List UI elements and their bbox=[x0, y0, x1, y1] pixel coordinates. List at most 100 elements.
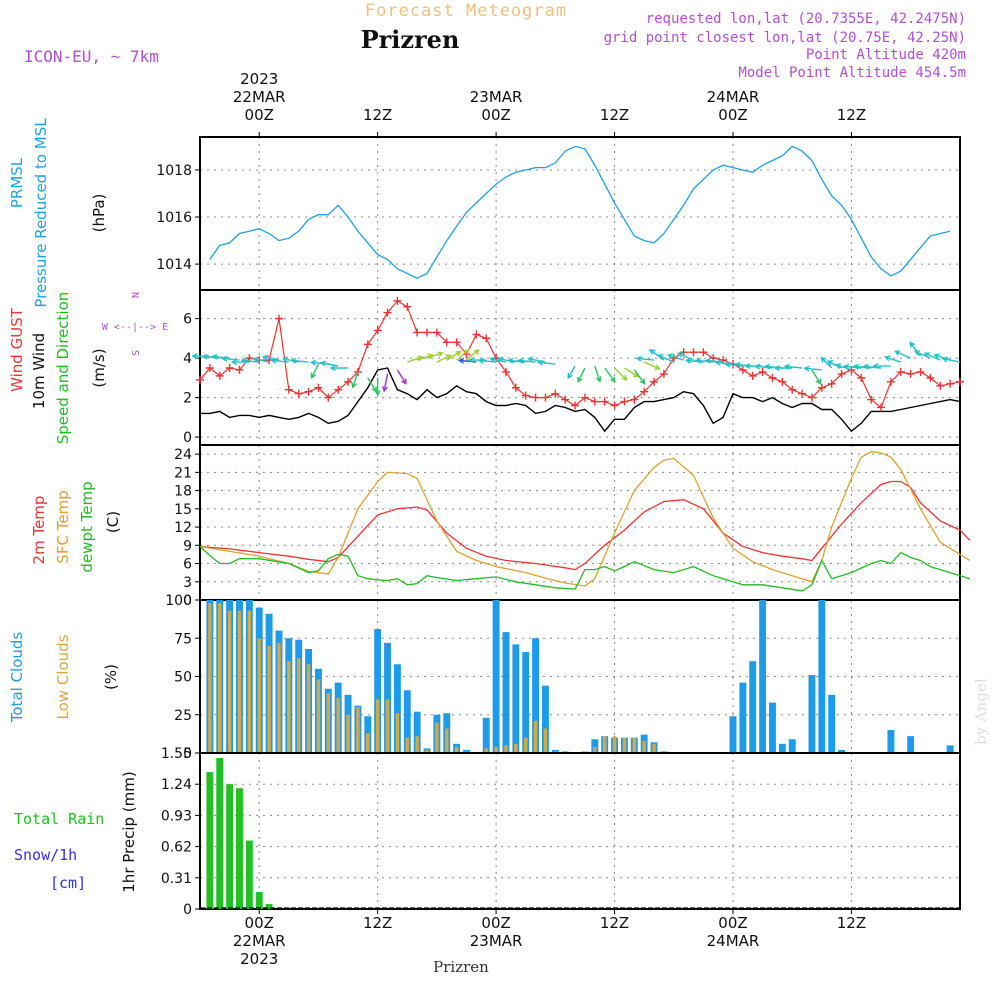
wind-arrow-shaft bbox=[518, 359, 536, 363]
gust-marker bbox=[274, 314, 283, 323]
wind-arrow-shaft bbox=[725, 363, 743, 367]
wind-arrow-head bbox=[694, 357, 702, 364]
wind-arrow-shaft bbox=[755, 365, 773, 369]
time-label-bottom: 00Z bbox=[718, 914, 747, 932]
cloud-bar-total bbox=[907, 736, 915, 753]
cloud-bar-low bbox=[523, 737, 528, 753]
wind-arrow-shaft bbox=[577, 367, 586, 382]
wind-arrow bbox=[262, 354, 280, 361]
gust-marker bbox=[837, 369, 846, 378]
wind-unit: (m/s) bbox=[90, 348, 108, 387]
wind-arrow bbox=[783, 363, 803, 370]
cloud-bar-total bbox=[512, 644, 520, 753]
wind-arrow bbox=[329, 364, 349, 372]
gust-marker bbox=[363, 340, 372, 349]
wind-ytick-label: 4 bbox=[183, 351, 192, 367]
wind-arrow bbox=[852, 363, 872, 370]
wind-arrow bbox=[643, 361, 661, 370]
wind-ytick-label: 2 bbox=[183, 391, 192, 407]
precip-label-unit-cm: [cm] bbox=[50, 874, 86, 892]
gust-marker bbox=[590, 397, 599, 406]
temp-line-t2m bbox=[199, 480, 971, 571]
cloud-bar-low bbox=[435, 722, 439, 753]
cloud-bar-low bbox=[445, 728, 449, 753]
temp-ytick-label: 15 bbox=[174, 502, 192, 518]
gust-marker bbox=[580, 393, 589, 402]
wind-arrow-shaft bbox=[263, 356, 280, 361]
wind-arrow bbox=[351, 371, 359, 389]
time-label-top: 2023 bbox=[240, 70, 278, 88]
wind-arrow bbox=[191, 353, 210, 360]
temp-ytick-label: 0 bbox=[183, 593, 192, 609]
wind-arrow-shaft bbox=[466, 349, 479, 361]
wind-arrow bbox=[820, 356, 833, 369]
location-title: Prizren bbox=[361, 25, 460, 54]
wind-arrow-head bbox=[744, 363, 751, 370]
wind-arrow-head bbox=[455, 350, 462, 357]
wind-arrow bbox=[456, 348, 470, 361]
wind-arrow-head bbox=[191, 353, 198, 360]
wind-arrow-head bbox=[437, 351, 444, 358]
wind-arrow-shaft bbox=[352, 371, 359, 388]
temp-ytick-label: 24 bbox=[174, 447, 192, 463]
gust-marker bbox=[946, 379, 955, 388]
temp-label-2m: 2m Temp bbox=[30, 496, 48, 565]
gust-marker bbox=[600, 397, 609, 406]
cloud-bar-low bbox=[218, 603, 222, 753]
wind-arrow-shaft bbox=[383, 373, 389, 392]
wind-arrow-shaft bbox=[311, 363, 320, 378]
wind-arrow-shaft bbox=[706, 359, 724, 363]
compass-north: N bbox=[131, 292, 142, 298]
wind-arrow-shaft bbox=[490, 357, 507, 363]
wind-arrow bbox=[635, 355, 655, 362]
cloud-bar-low bbox=[602, 736, 607, 753]
time-label-bottom: 12Z bbox=[600, 914, 629, 932]
rain-bar bbox=[216, 758, 224, 909]
wind-arrow-head bbox=[329, 364, 336, 372]
gust-marker bbox=[896, 367, 905, 376]
cloud-bar-total bbox=[887, 730, 895, 753]
temp-ytick-label: 21 bbox=[174, 465, 192, 481]
wind-arrow-head bbox=[834, 363, 842, 370]
wind-arrow bbox=[310, 363, 320, 379]
wind-arrow bbox=[811, 369, 822, 385]
cloud-bar-total bbox=[788, 739, 796, 753]
wind-arrow bbox=[657, 354, 675, 363]
gust-marker bbox=[758, 367, 767, 376]
wind-arrow-head bbox=[252, 356, 259, 363]
wind-arrow-shaft bbox=[367, 377, 377, 392]
time-label-top: 12Z bbox=[363, 106, 392, 124]
wind-arrow bbox=[536, 359, 556, 366]
temp-unit: (C) bbox=[104, 511, 122, 533]
cloud-bar-low bbox=[366, 733, 370, 753]
cloud-bar-total bbox=[492, 600, 500, 753]
precip-ytick-label: 0.62 bbox=[161, 840, 192, 856]
wind-arrow-head bbox=[230, 359, 238, 366]
cloud-bar-low bbox=[593, 746, 597, 753]
cloud-bar-low bbox=[247, 610, 252, 753]
cloud-bar-total bbox=[502, 632, 510, 753]
wind-arrow bbox=[744, 363, 763, 370]
cloud-bar-low bbox=[494, 746, 498, 753]
wind-arrow-shaft bbox=[446, 351, 461, 361]
gust-marker bbox=[373, 326, 382, 335]
time-label-top: 23MAR bbox=[470, 88, 523, 106]
gust-marker bbox=[334, 385, 343, 394]
gust-marker bbox=[748, 371, 757, 380]
wind-arrow-shaft bbox=[291, 359, 309, 363]
gust-marker bbox=[926, 373, 935, 382]
wind-arrow-head bbox=[577, 376, 583, 383]
wind-arrow-shaft bbox=[643, 361, 660, 370]
wind-arrow-head bbox=[894, 350, 901, 356]
gust-marker bbox=[225, 363, 234, 372]
gust-marker bbox=[788, 385, 797, 394]
wind-arrow-shaft bbox=[668, 354, 684, 361]
gust-marker bbox=[403, 302, 412, 311]
temp-label-sfc: SFC Temp bbox=[54, 490, 72, 563]
pressure-ytick-label: 1016 bbox=[156, 210, 192, 226]
cloud-bar-low bbox=[336, 697, 340, 753]
wind-arrow bbox=[446, 350, 462, 361]
temp-ytick-label: 12 bbox=[174, 520, 192, 536]
wind-arrow bbox=[466, 348, 480, 361]
